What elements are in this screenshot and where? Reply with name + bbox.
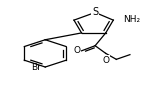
Text: O: O: [73, 46, 80, 55]
Text: Br: Br: [31, 62, 41, 72]
Text: S: S: [92, 7, 98, 17]
Text: NH₂: NH₂: [123, 15, 140, 24]
Text: O: O: [102, 56, 109, 65]
